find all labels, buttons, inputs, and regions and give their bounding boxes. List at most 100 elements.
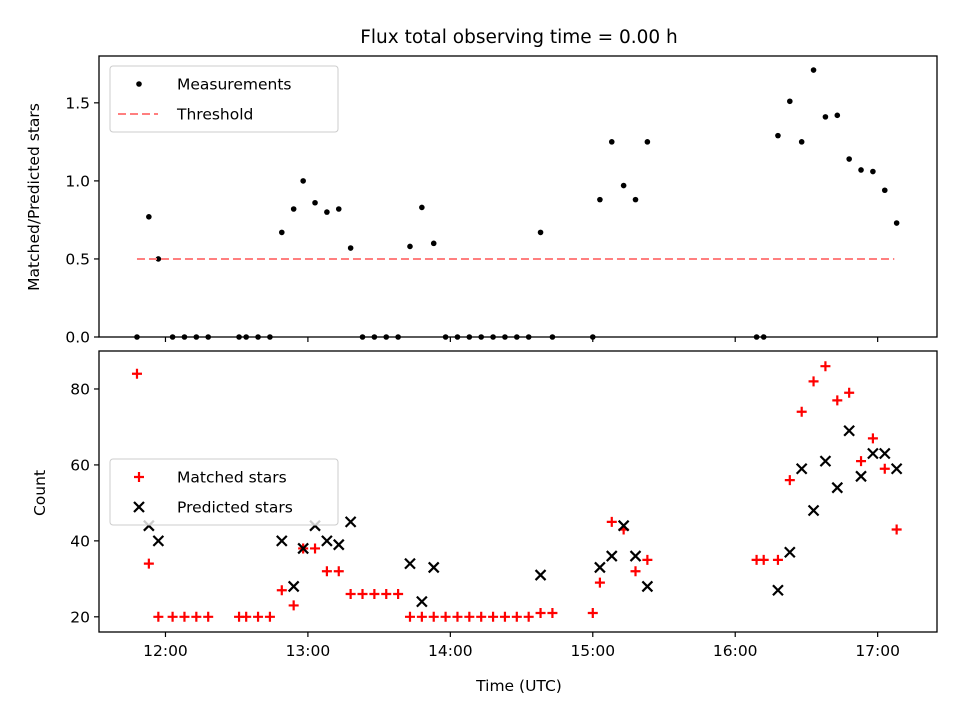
predicted-stars-point <box>831 481 844 494</box>
predicted-stars-point <box>772 584 784 597</box>
predicted-stars-point <box>594 561 606 574</box>
predicted-stars-point <box>287 580 300 593</box>
legend-entry: Measurements <box>136 76 292 94</box>
matched-stars-point <box>642 554 653 565</box>
predicted-stars-point <box>404 557 416 570</box>
matched-stars-point <box>523 611 534 622</box>
matched-stars-point <box>131 368 142 379</box>
measurement-point <box>300 178 306 184</box>
measurement-point <box>278 229 285 236</box>
count-y-axis-label: Count <box>31 470 49 516</box>
measurement-point <box>537 229 544 236</box>
matched-stars-point <box>808 376 819 387</box>
chart-title: Flux total observing time = 0.00 h <box>360 27 678 48</box>
measurement-point <box>146 213 152 220</box>
matched-stars-point <box>310 543 321 554</box>
matched-stars-point <box>535 608 546 619</box>
predicted-stars-point <box>807 504 820 517</box>
y-tick-label: 80 <box>70 380 90 398</box>
matched-stars-point <box>891 524 902 535</box>
matched-stars-point <box>452 611 463 622</box>
matched-stars-point <box>547 608 558 619</box>
measurement-point <box>597 196 603 203</box>
matched-stars-point <box>844 387 855 398</box>
plot-area-frame <box>98 55 938 338</box>
predicted-stars-point <box>878 447 891 460</box>
matched-stars-point <box>464 611 475 622</box>
matched-stars-point <box>369 589 380 600</box>
legend-entry: Threshold <box>118 106 253 124</box>
measurement-point <box>620 182 627 189</box>
series-predicted-stars <box>143 424 903 608</box>
legend-entry: Predicted stars <box>133 499 293 517</box>
measurement-point <box>834 112 841 119</box>
measurement-point <box>419 204 425 211</box>
legend-label: Matched stars <box>177 469 287 487</box>
matched-stars-point <box>488 611 499 622</box>
measurement-point <box>347 245 354 251</box>
x-tick-label: 14:00 <box>428 642 473 660</box>
predicted-stars-point <box>641 580 654 593</box>
legend-swatch <box>136 81 142 87</box>
measurement-point <box>858 167 864 173</box>
measurement-point <box>810 67 817 73</box>
legend-entry: Matched stars <box>134 469 287 487</box>
matched-stars-point <box>784 475 795 486</box>
predicted-stars-point <box>617 519 630 532</box>
matched-stars-point <box>276 585 287 596</box>
y-tick-label: 40 <box>70 532 90 550</box>
measurement-point <box>335 206 342 212</box>
matched-stars-point <box>191 611 202 622</box>
measurement-point <box>407 243 413 250</box>
legend: Measurements Threshold <box>109 65 339 133</box>
y-tick-label: 1.0 <box>65 172 90 190</box>
matched-stars-point <box>440 611 451 622</box>
predicted-stars-point <box>795 462 808 475</box>
matched-stars-point <box>179 611 190 622</box>
legend-swatch <box>133 501 145 513</box>
matched-stars-point <box>333 566 344 577</box>
matched-stars-point <box>167 611 178 622</box>
predicted-stars-point <box>819 455 832 467</box>
matched-stars-point <box>879 463 890 474</box>
measurement-point <box>798 139 805 145</box>
measurement-point <box>775 132 781 139</box>
y-tick-label: 20 <box>70 608 90 626</box>
predicted-stars-point <box>534 569 547 581</box>
measurement-point <box>324 209 330 215</box>
y-tick-label: 0.0 <box>65 329 90 347</box>
measurement-point <box>644 139 651 145</box>
count-panel: Time (UTC) Count 20 40 60 80 12:00 13:00 14:00… <box>31 350 938 695</box>
matched-stars-point <box>867 433 878 444</box>
legend-label: Threshold <box>176 106 253 124</box>
legend: Matched stars Predicted stars <box>109 458 339 526</box>
matched-stars-point <box>428 611 439 622</box>
matched-stars-point <box>511 611 522 622</box>
legend-box <box>109 458 339 526</box>
ratio-y-axis-label: Matched/Predicted stars <box>25 103 43 291</box>
predicted-stars-point <box>605 550 618 562</box>
predicted-stars-point <box>297 542 309 555</box>
matched-stars-point <box>143 558 154 569</box>
measurement-point <box>846 156 852 162</box>
plot-area-frame <box>98 350 938 633</box>
matched-stars-point <box>153 611 164 622</box>
predicted-stars-point <box>855 470 867 483</box>
measurement-point <box>822 114 829 120</box>
matched-stars-point <box>832 395 843 406</box>
matched-stars-point <box>758 554 769 565</box>
predicted-stars-point <box>890 462 903 475</box>
matched-stars-point <box>253 611 264 622</box>
x-tick-label: 15:00 <box>570 642 615 660</box>
matched-stars-point <box>630 566 641 577</box>
y-tick-label: 0.5 <box>65 250 90 268</box>
matched-stars-point <box>357 589 368 600</box>
measurement-point <box>881 187 888 194</box>
matched-stars-point <box>404 611 415 622</box>
legend-swatch <box>134 472 144 482</box>
matched-stars-point <box>288 600 299 611</box>
matched-stars-point <box>606 516 617 527</box>
measurement-point <box>312 199 318 206</box>
predicted-stars-point <box>867 447 879 460</box>
